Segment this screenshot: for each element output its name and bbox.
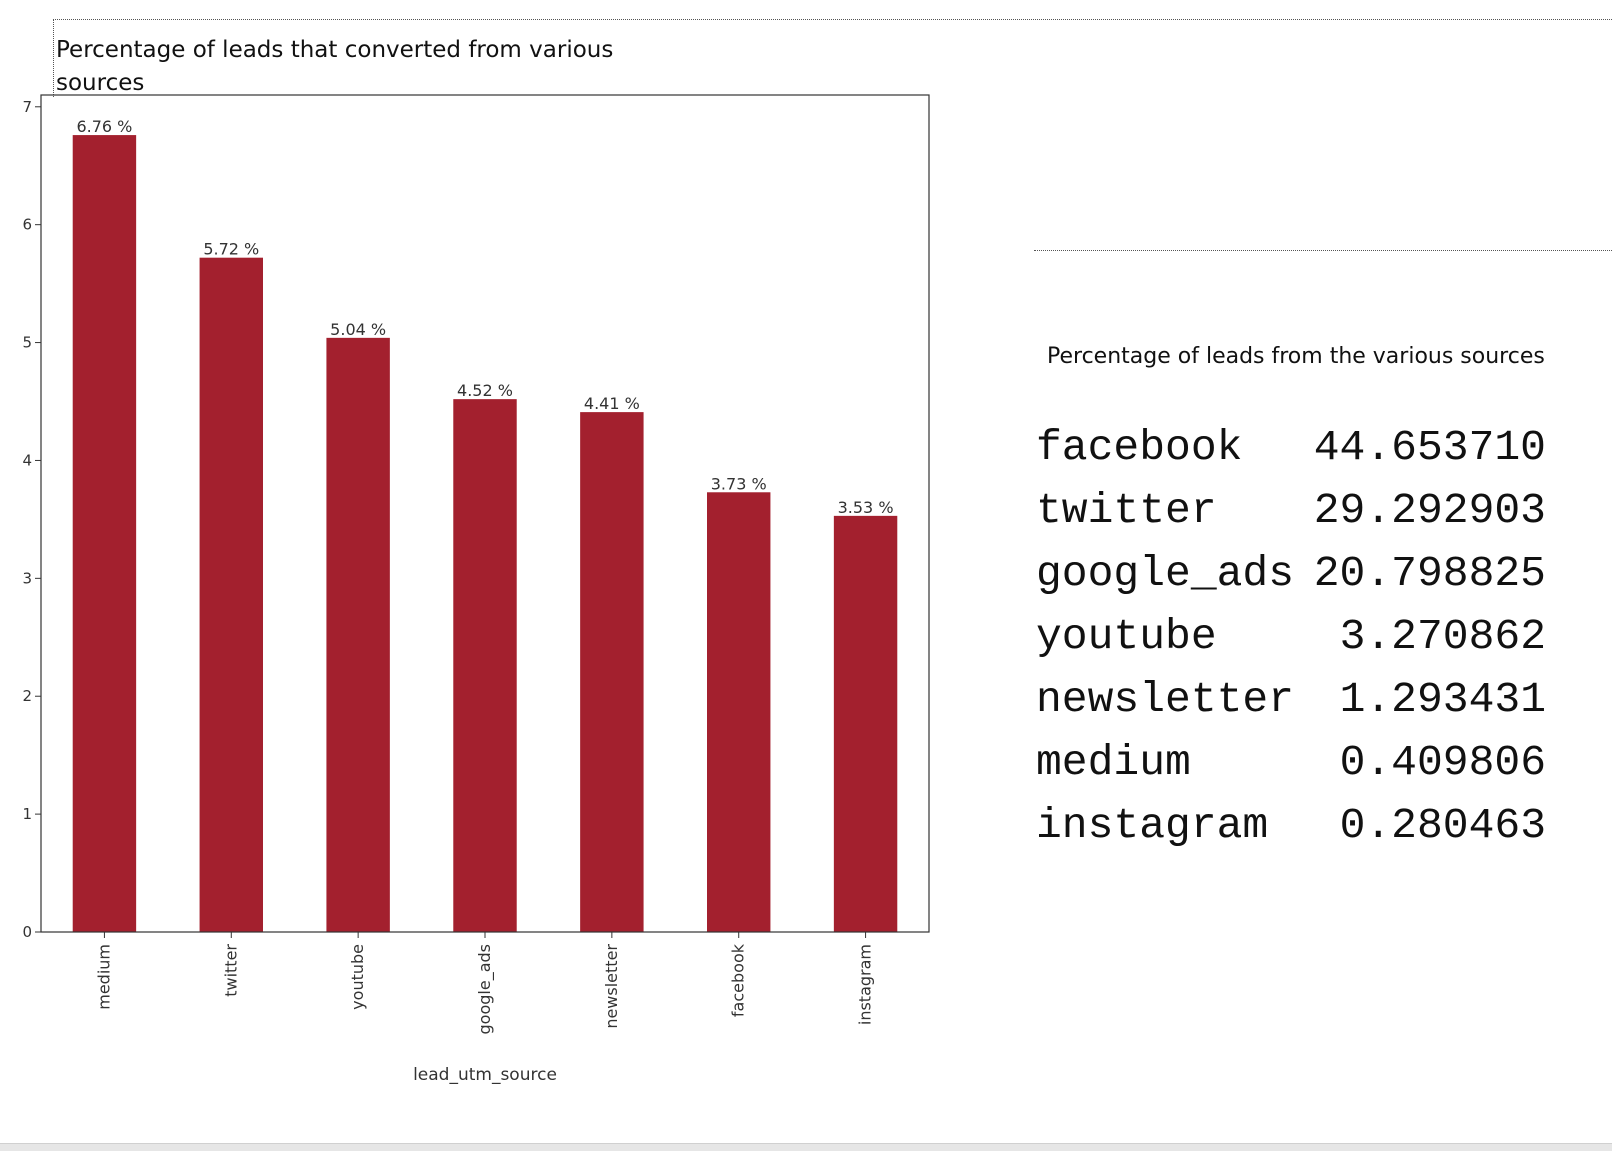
y-tick-label-3: 3 (22, 569, 32, 587)
table-row: youtube 3.270862 (1036, 605, 1612, 668)
table-row: google_ads 20.798825 (1036, 542, 1612, 605)
table-row: facebook 44.653710 (1036, 416, 1612, 479)
row-percentage-value: 0.409806 (1339, 738, 1546, 787)
source-percentage-table: facebook 44.653710 twitter 29.292903 google_… (1036, 416, 1612, 872)
bar-twitter (199, 257, 263, 932)
plot-frame (40, 94, 930, 933)
table-dotted-border (1034, 250, 1612, 251)
table-row: instagram 0.280463 (1036, 794, 1612, 857)
bar-instagram (833, 515, 898, 932)
bar-medium (72, 135, 137, 933)
left-dotted-border (53, 19, 54, 97)
row-percentage-value: 1.293431 (1339, 675, 1546, 724)
x-tick-label-facebook: facebook (729, 943, 748, 1017)
top-dotted-border (53, 19, 1612, 20)
y-tick-label-5: 5 (22, 334, 32, 352)
y-tick-label-7: 7 (22, 98, 32, 116)
y-tick-label-6: 6 (22, 216, 32, 234)
bar-google_ads (453, 399, 517, 932)
value-label-instagram: 3.53 % (838, 498, 894, 517)
x-tick-label-youtube: youtube (348, 944, 367, 1010)
row-percentage-value: 29.292903 (1313, 486, 1546, 535)
value-label-facebook: 3.73 % (711, 474, 767, 493)
row-source-name: instagram (1036, 801, 1269, 850)
row-source-name: facebook (1036, 423, 1243, 472)
table-row: twitter 29.292903 (1036, 479, 1612, 542)
y-tick-label-0: 0 (22, 923, 32, 941)
value-label-youtube: 5.04 % (330, 320, 386, 339)
x-tick-label-newsletter: newsletter (602, 944, 621, 1029)
row-source-name: newsletter (1036, 675, 1295, 724)
x-tick-label-instagram: instagram (856, 944, 875, 1025)
value-label-medium: 6.76 % (76, 117, 132, 136)
value-label-twitter: 5.72 % (203, 240, 259, 259)
y-tick-label-2: 2 (22, 687, 32, 705)
bottom-divider (0, 1143, 1612, 1151)
value-label-google_ads: 4.52 % (457, 381, 513, 400)
value-label-newsletter: 4.41 % (584, 394, 640, 413)
row-percentage-value: 0.280463 (1339, 801, 1546, 850)
bar-facebook (707, 492, 771, 932)
table-title: Percentage of leads from the various sou… (1047, 344, 1545, 369)
x-tick-label-twitter: twitter (221, 944, 240, 997)
x-axis-label: lead_utm_source (413, 1065, 557, 1085)
y-tick-label-4: 4 (22, 451, 32, 469)
x-tick-label-medium: medium (94, 944, 113, 1010)
y-tick-label-1: 1 (22, 805, 32, 823)
chart-title: Percentage of leads that converted from … (56, 37, 614, 96)
row-source-name: google_ads (1036, 549, 1295, 598)
bar-newsletter (580, 412, 644, 932)
table-row: medium 0.409806 (1036, 731, 1612, 794)
bar-youtube (326, 337, 390, 932)
row-percentage-value: 3.270862 (1339, 612, 1546, 661)
row-source-name: medium (1036, 738, 1191, 787)
row-percentage-value: 44.653710 (1313, 423, 1546, 472)
row-percentage-value: 20.798825 (1313, 549, 1546, 598)
x-tick-label-google_ads: google_ads (475, 944, 495, 1034)
row-source-name: youtube (1036, 612, 1217, 661)
row-source-name: twitter (1036, 486, 1217, 535)
table-row: newsletter 1.293431 (1036, 668, 1612, 731)
